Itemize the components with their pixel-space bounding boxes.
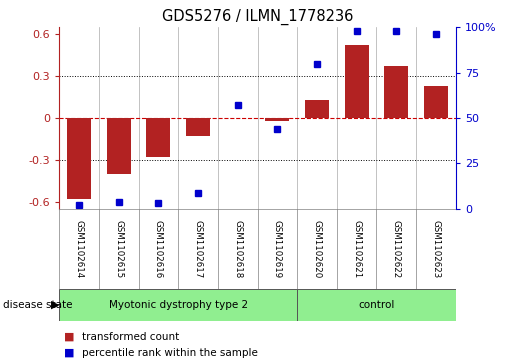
Text: transformed count: transformed count [82,332,180,342]
Bar [384,66,408,118]
Bar [297,289,456,321]
Text: GSM1102620: GSM1102620 [313,220,321,278]
Bar [186,118,210,136]
Bar [107,118,131,174]
Bar [424,86,448,118]
Text: Myotonic dystrophy type 2: Myotonic dystrophy type 2 [109,300,248,310]
Text: ▶: ▶ [52,300,60,310]
Text: GDS5276 / ILMN_1778236: GDS5276 / ILMN_1778236 [162,9,353,25]
Text: disease state: disease state [3,300,72,310]
Bar [59,289,297,321]
Text: GSM1102618: GSM1102618 [233,220,242,278]
Bar [305,100,329,118]
Text: GSM1102615: GSM1102615 [114,220,123,278]
Text: GSM1102617: GSM1102617 [194,220,202,278]
Text: GSM1102623: GSM1102623 [432,220,440,278]
Text: GSM1102621: GSM1102621 [352,220,361,278]
Text: GSM1102619: GSM1102619 [273,220,282,278]
Bar [67,118,91,199]
Bar [345,45,369,118]
Bar [146,118,170,157]
Text: GSM1102616: GSM1102616 [154,220,163,278]
Text: GSM1102614: GSM1102614 [75,220,83,278]
Text: GSM1102622: GSM1102622 [392,220,401,278]
Text: percentile rank within the sample: percentile rank within the sample [82,348,259,358]
Bar [265,118,289,121]
Text: control: control [358,300,394,310]
Text: ■: ■ [64,332,75,342]
Text: ■: ■ [64,348,75,358]
